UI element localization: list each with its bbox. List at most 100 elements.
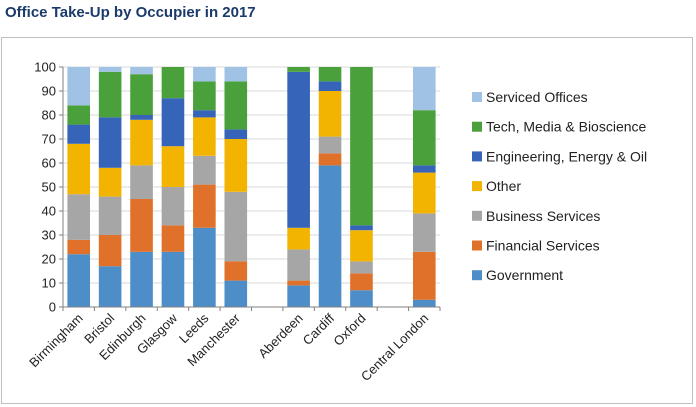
bar-segment xyxy=(130,115,153,120)
legend-swatch xyxy=(472,92,482,102)
bar-segment xyxy=(161,225,185,252)
y-tick-label: 100 xyxy=(34,60,56,75)
bar-segment xyxy=(350,261,373,274)
bar-segment xyxy=(98,167,122,197)
bar-segment xyxy=(318,91,342,137)
legend-swatch xyxy=(472,181,482,192)
x-category-label: Birmingham xyxy=(26,311,86,371)
chart-title: Office Take-Up by Occupier in 2017 xyxy=(5,4,256,21)
x-category-labels: BirminghamBristolEdinburghGlasgowLeedsMa… xyxy=(26,310,431,384)
bar-segment xyxy=(224,280,248,307)
bar-segment xyxy=(318,153,342,166)
x-category-label: Cardiff xyxy=(300,310,338,348)
legend-label: Business Services xyxy=(486,208,600,224)
legend: Serviced Offices Tech, Media & Bioscience… xyxy=(472,89,647,283)
bar-segment xyxy=(412,165,436,173)
bar-segment xyxy=(98,266,122,307)
bar-segment xyxy=(193,227,216,307)
bar-segment xyxy=(161,251,185,307)
bar-segment xyxy=(98,196,122,235)
y-tick-label: 10 xyxy=(42,276,56,291)
bar-segment xyxy=(224,129,248,139)
y-gridlines xyxy=(63,66,440,308)
bar-segment xyxy=(224,67,248,82)
bar-segment xyxy=(193,67,216,82)
y-tick-label: 80 xyxy=(42,108,56,123)
bar-segment xyxy=(350,290,373,307)
y-tick-label: 50 xyxy=(42,180,56,195)
x-category-label: Aberdeen xyxy=(255,311,305,361)
bar-segment xyxy=(224,261,248,281)
bar-segment xyxy=(287,67,310,72)
bar-segment xyxy=(412,67,436,111)
bar-segment xyxy=(67,105,91,125)
bar-segment xyxy=(350,67,373,226)
bar-segment xyxy=(67,239,91,255)
x-category-label: Central London xyxy=(358,311,431,384)
bar-segment xyxy=(98,117,122,168)
bar-segment xyxy=(161,98,185,147)
legend-swatch xyxy=(472,270,482,281)
x-category-label: Oxford xyxy=(330,311,368,349)
y-tick-label: 0 xyxy=(49,300,56,315)
bar-segment xyxy=(67,124,91,144)
bar-segment xyxy=(350,230,373,262)
bar-segment xyxy=(130,251,153,307)
bar-segment xyxy=(98,67,122,72)
bar-segment xyxy=(130,199,153,252)
bar-segment xyxy=(161,146,185,187)
bar-segment xyxy=(412,299,436,307)
y-tick-label: 90 xyxy=(42,84,56,99)
bar-segment xyxy=(287,280,310,286)
legend-label: Serviced Offices xyxy=(486,89,588,105)
bar-segment xyxy=(98,71,122,118)
bar-segment xyxy=(130,74,153,115)
bar-segment xyxy=(412,172,436,214)
bar-segment xyxy=(98,235,122,267)
bar-segment xyxy=(412,251,436,300)
y-tick-label: 60 xyxy=(42,156,56,171)
bar-segment xyxy=(318,81,342,91)
y-tick-label: 20 xyxy=(42,252,56,267)
bar-segment xyxy=(193,184,216,228)
legend-label: Engineering, Energy & Oil xyxy=(486,148,647,164)
bar-segment xyxy=(161,187,185,226)
bar-segment xyxy=(412,110,436,166)
bar-segment xyxy=(161,67,185,99)
y-tick-labels: 0 10 20 30 40 50 60 70 80 90 100 xyxy=(34,60,63,315)
bar-segment xyxy=(224,139,248,192)
bar-segment xyxy=(287,285,310,307)
bar-segment xyxy=(67,254,91,307)
bar-segment xyxy=(224,81,248,130)
legend-label: Tech, Media & Bioscience xyxy=(486,119,647,135)
chart-frame xyxy=(1,37,693,404)
bar-segment xyxy=(350,225,373,231)
bar-segment xyxy=(130,67,153,75)
legend-swatch xyxy=(472,151,482,162)
y-tick-label: 40 xyxy=(42,204,56,219)
legend-label: Government xyxy=(486,267,563,283)
legend-swatch xyxy=(472,121,482,132)
y-tick-label: 70 xyxy=(42,132,56,147)
bar-segment xyxy=(224,191,248,262)
y-tick-label: 30 xyxy=(42,228,56,243)
bar-segment xyxy=(130,165,153,199)
bar-segment xyxy=(287,249,310,281)
bar-segment xyxy=(130,119,153,166)
bar-segment xyxy=(67,194,91,240)
bar-segment xyxy=(287,227,310,250)
bar-segment xyxy=(67,143,91,195)
legend-swatch xyxy=(472,240,482,251)
bar-segment xyxy=(193,117,216,156)
bar-segment xyxy=(67,67,91,106)
bars xyxy=(67,67,436,307)
bar-segment xyxy=(318,165,342,307)
bar-segment xyxy=(287,71,310,228)
bar-segment xyxy=(318,136,342,154)
legend-swatch xyxy=(472,210,482,221)
bar-segment xyxy=(412,213,436,252)
bar-segment xyxy=(193,81,216,111)
bar-segment xyxy=(193,110,216,118)
bar-segment xyxy=(193,155,216,185)
